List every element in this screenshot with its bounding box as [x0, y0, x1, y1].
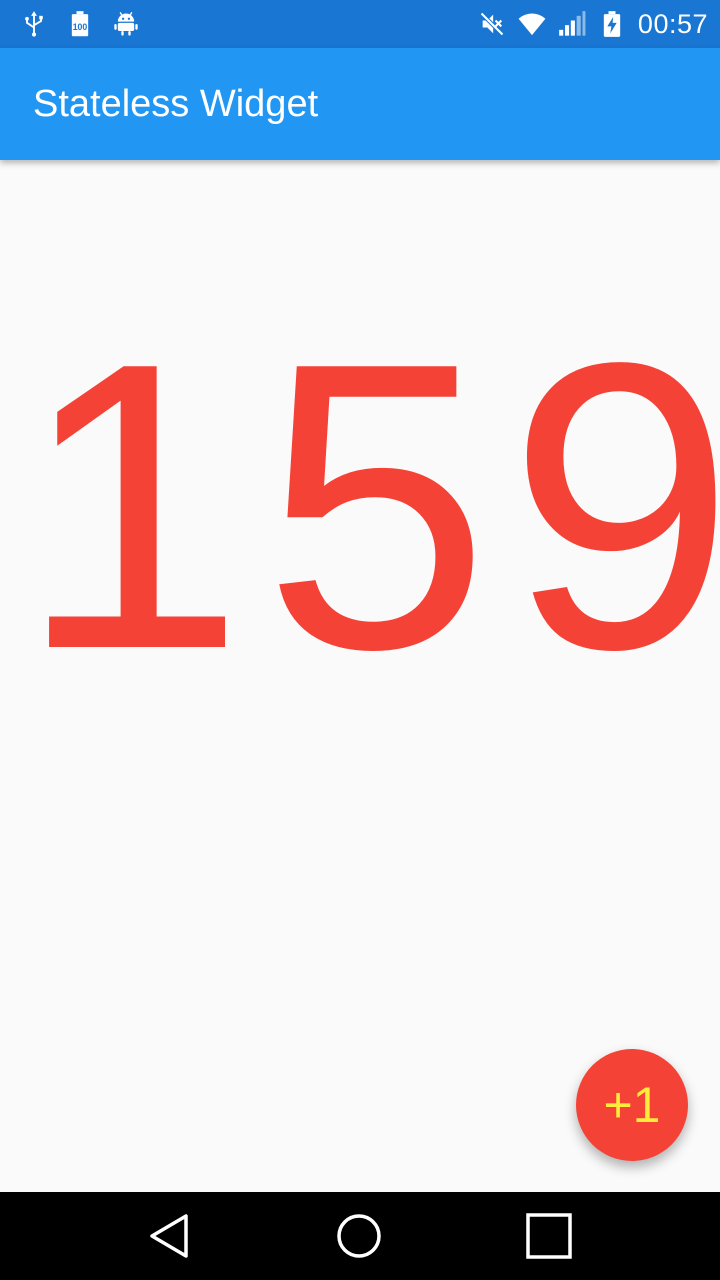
app-bar: Stateless Widget	[0, 48, 720, 160]
back-icon	[150, 1214, 188, 1258]
status-bar-system: 00:57	[478, 8, 708, 40]
back-button[interactable]	[140, 1206, 200, 1266]
main-content: 159	[0, 160, 720, 1192]
cell-signal-icon	[559, 11, 586, 36]
mute-icon	[478, 10, 506, 38]
counter-value: 159	[18, 279, 720, 734]
android-debug-icon	[114, 11, 138, 36]
svg-text:100: 100	[73, 22, 88, 32]
status-bar-time: 00:57	[637, 8, 708, 39]
system-nav-bar	[0, 1192, 720, 1280]
battery-100-notification-icon: 100	[71, 11, 89, 37]
status-bar-notifications: 100	[20, 8, 140, 40]
status-bar: 100	[0, 0, 720, 48]
home-button[interactable]	[329, 1206, 389, 1266]
recents-button[interactable]	[519, 1206, 579, 1266]
fab-label: +1	[603, 1077, 661, 1133]
app-bar-title: Stateless Widget	[33, 83, 319, 125]
home-icon	[337, 1214, 381, 1258]
wifi-icon	[518, 13, 546, 36]
recents-icon	[526, 1213, 572, 1259]
usb-icon	[25, 11, 43, 37]
battery-charging-icon	[603, 11, 621, 37]
increment-fab-button[interactable]: +1	[576, 1049, 688, 1161]
